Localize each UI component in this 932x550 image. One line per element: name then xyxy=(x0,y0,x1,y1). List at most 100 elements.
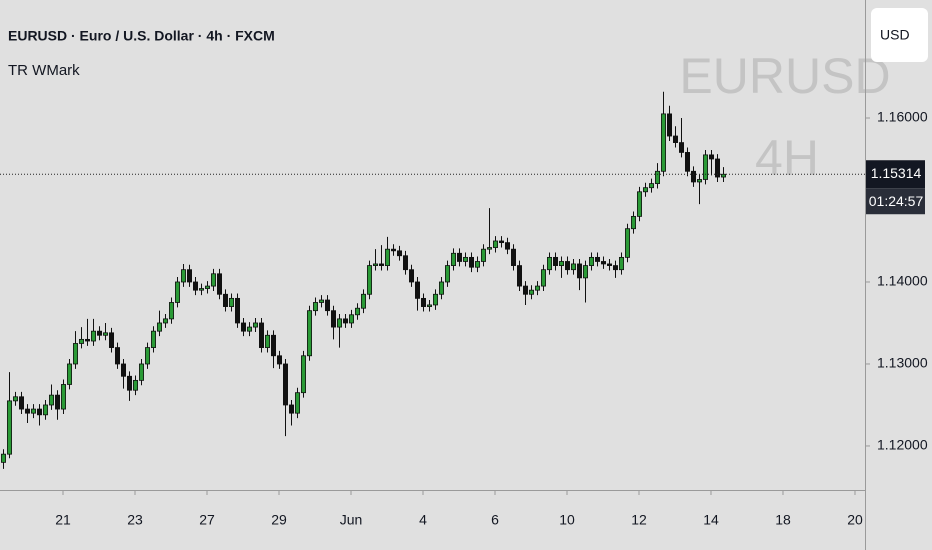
x-tick-label: 6 xyxy=(491,512,499,528)
candle-body xyxy=(331,310,336,328)
candle-body xyxy=(631,215,636,230)
candle-body xyxy=(415,281,420,299)
candle-body xyxy=(535,285,540,291)
candle-body xyxy=(421,297,426,307)
candle-body xyxy=(559,261,564,266)
candle-body xyxy=(715,158,720,178)
candle-body xyxy=(229,297,234,307)
candle-body xyxy=(25,408,30,414)
candle-body xyxy=(61,384,66,410)
candle-body xyxy=(511,248,516,266)
candle-body xyxy=(19,396,24,410)
candle-body xyxy=(439,281,444,295)
candle-body xyxy=(529,289,534,295)
candle-body xyxy=(601,261,606,265)
x-tick-label: 20 xyxy=(847,512,863,528)
candle-body xyxy=(205,285,210,289)
candle-body xyxy=(235,297,240,324)
candle-body xyxy=(283,363,288,406)
x-tick-label: 23 xyxy=(127,512,143,528)
candle-body xyxy=(325,299,330,312)
y-tick-label: 1.13000 xyxy=(877,355,928,371)
candle-body xyxy=(619,256,624,271)
candle-body xyxy=(445,265,450,283)
x-tick-label: 10 xyxy=(559,512,575,528)
candle-body xyxy=(547,256,552,271)
x-tick-label: Jun xyxy=(340,512,363,528)
candle-body xyxy=(583,265,588,279)
candle-body xyxy=(307,310,312,357)
candle-body xyxy=(403,255,408,271)
candle-body xyxy=(553,256,558,266)
candle-body xyxy=(487,247,492,250)
candle-body xyxy=(685,152,690,172)
watermark-interval: 4H xyxy=(755,130,819,186)
indicator-name: TR WMark xyxy=(8,62,80,79)
candle-body xyxy=(709,154,714,160)
candle-body xyxy=(241,322,246,332)
candle-body xyxy=(607,263,612,266)
candle-body xyxy=(175,281,180,303)
candle-body xyxy=(127,375,132,391)
candle-body xyxy=(499,240,504,244)
candle-body xyxy=(103,332,108,336)
candle-body xyxy=(577,263,582,279)
candle-body xyxy=(211,273,216,287)
candle-body xyxy=(343,318,348,324)
candle-body xyxy=(505,242,510,250)
candle-body xyxy=(13,396,18,402)
candle-body xyxy=(91,330,96,342)
candle-body xyxy=(199,288,204,291)
candle-body xyxy=(373,263,378,266)
candle-body xyxy=(673,135,678,143)
candle-body xyxy=(37,408,42,416)
candle-body xyxy=(169,302,174,320)
candle-body xyxy=(493,240,498,248)
last-price-box xyxy=(866,160,925,189)
candle-body xyxy=(595,256,600,262)
candle-body xyxy=(643,187,648,193)
candle-body xyxy=(475,261,480,268)
candle-body xyxy=(613,265,618,271)
candle-body xyxy=(349,314,354,324)
x-tick-label: 21 xyxy=(55,512,71,528)
candle-body xyxy=(661,113,666,172)
candle-body xyxy=(649,183,654,189)
candle-body xyxy=(7,400,12,455)
candle-body xyxy=(259,322,264,348)
candle-body xyxy=(667,113,672,137)
candle-body xyxy=(97,330,102,336)
x-tick-label: 4 xyxy=(419,512,427,528)
candle-body xyxy=(565,261,570,271)
candle-body xyxy=(337,318,342,328)
countdown-label: 01:24:57 xyxy=(869,193,924,209)
candle-body xyxy=(133,379,138,391)
candle-body xyxy=(85,338,90,342)
candle-body xyxy=(289,404,294,414)
x-tick-label: 12 xyxy=(631,512,647,528)
candle-body xyxy=(31,408,36,414)
currency-button[interactable] xyxy=(871,8,928,62)
candle-body xyxy=(517,265,522,287)
candle-body xyxy=(409,269,414,283)
candle-body xyxy=(481,248,486,262)
x-tick-label: 27 xyxy=(199,512,215,528)
candle-body xyxy=(295,392,300,414)
candle-body xyxy=(433,293,438,306)
candle-body xyxy=(79,338,84,344)
candle-body xyxy=(217,273,222,295)
candle-body xyxy=(457,252,462,262)
x-tick-label: 29 xyxy=(271,512,287,528)
candle-body xyxy=(223,293,228,307)
watermark-symbol: EURUSD xyxy=(679,48,890,104)
candle-body xyxy=(637,191,642,217)
candle-body xyxy=(391,248,396,252)
candle-body xyxy=(691,170,696,183)
currency-label[interactable]: USD xyxy=(880,27,910,43)
candle-body xyxy=(277,355,282,365)
candle-body xyxy=(49,394,54,406)
y-tick-label: 1.14000 xyxy=(877,273,928,289)
x-tick-label: 14 xyxy=(703,512,719,528)
